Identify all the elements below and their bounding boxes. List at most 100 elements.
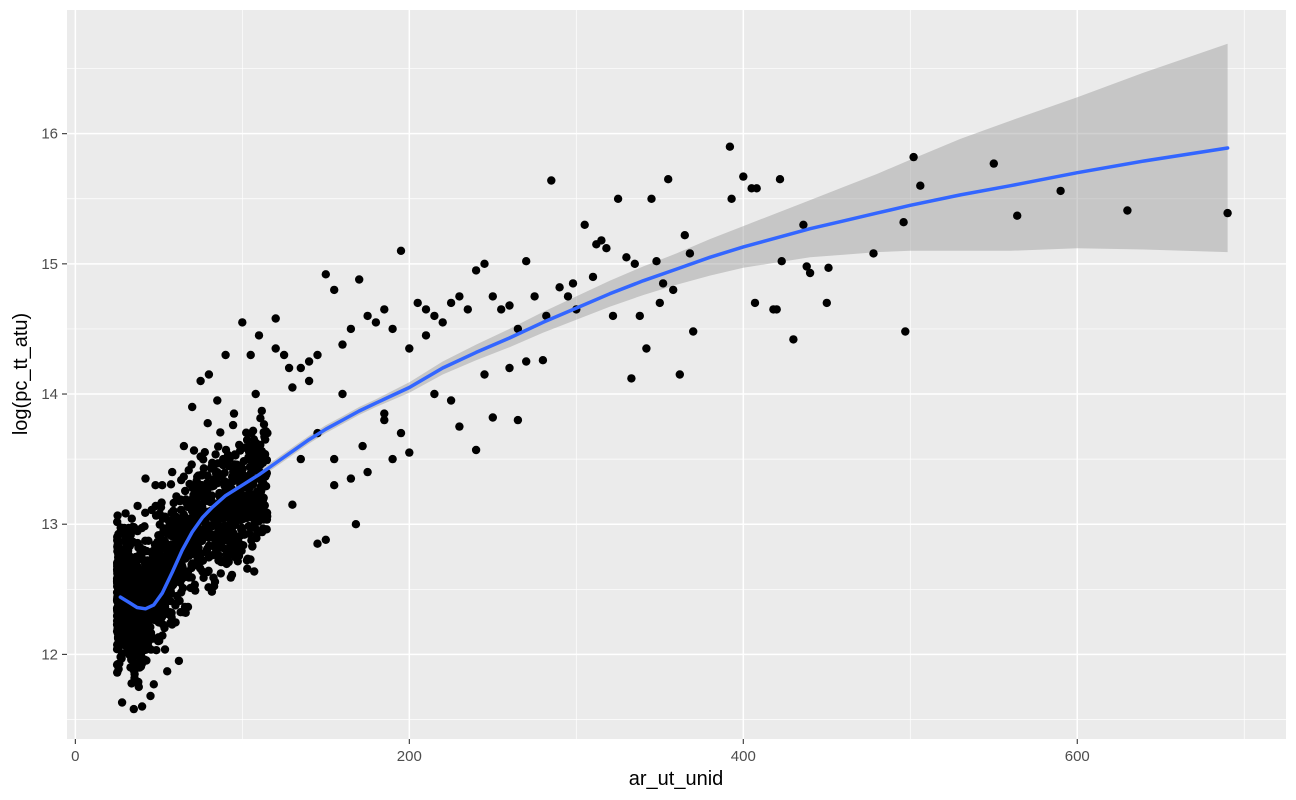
data-point bbox=[228, 540, 237, 549]
smooth-curve bbox=[118, 146, 1230, 611]
data-point bbox=[680, 231, 689, 240]
data-point bbox=[262, 508, 272, 517]
x-tick-label: 0 bbox=[71, 748, 79, 765]
data-point bbox=[822, 298, 831, 308]
data-point bbox=[119, 625, 129, 634]
data-point bbox=[321, 270, 330, 279]
data-point bbox=[230, 460, 239, 469]
data-point bbox=[237, 546, 246, 555]
data-point bbox=[243, 554, 252, 563]
data-point bbox=[563, 292, 573, 301]
data-point bbox=[132, 644, 141, 654]
data-point bbox=[164, 516, 173, 525]
data-point bbox=[214, 442, 223, 451]
data-point bbox=[249, 457, 258, 467]
data-point bbox=[189, 446, 199, 455]
data-point bbox=[220, 468, 229, 477]
data-point bbox=[288, 383, 297, 392]
data-point bbox=[188, 559, 197, 568]
data-point bbox=[168, 467, 177, 477]
data-point bbox=[358, 441, 367, 451]
data-point bbox=[257, 527, 267, 537]
data-point bbox=[229, 510, 239, 520]
data-point bbox=[652, 257, 661, 266]
data-point bbox=[284, 363, 294, 373]
data-point bbox=[547, 176, 556, 185]
data-point bbox=[224, 557, 233, 567]
data-point bbox=[869, 249, 878, 258]
data-point bbox=[187, 513, 196, 523]
data-point bbox=[176, 578, 185, 587]
data-point bbox=[121, 550, 130, 560]
data-point bbox=[338, 389, 347, 399]
data-point bbox=[775, 175, 785, 184]
data-point bbox=[396, 428, 406, 438]
data-point bbox=[187, 506, 197, 516]
data-point bbox=[121, 509, 130, 518]
data-point bbox=[144, 557, 153, 567]
x-tick-label: 600 bbox=[1065, 748, 1090, 765]
data-point bbox=[240, 443, 249, 452]
data-point bbox=[176, 608, 185, 617]
data-point bbox=[117, 649, 127, 658]
data-point bbox=[174, 656, 184, 666]
data-point bbox=[338, 340, 347, 349]
data-point bbox=[213, 459, 223, 468]
data-point bbox=[259, 420, 269, 429]
data-point bbox=[245, 498, 255, 507]
data-point bbox=[221, 505, 230, 515]
data-point bbox=[455, 292, 464, 301]
data-point bbox=[530, 292, 539, 301]
data-point bbox=[238, 318, 247, 327]
data-point bbox=[243, 484, 252, 493]
x-axis-title: ar_ut_unid bbox=[629, 768, 724, 790]
data-point bbox=[380, 415, 389, 425]
data-point bbox=[155, 520, 164, 529]
data-point bbox=[160, 623, 169, 633]
data-point bbox=[522, 357, 531, 366]
data-point bbox=[181, 486, 190, 496]
data-point bbox=[243, 564, 252, 573]
data-point bbox=[588, 272, 598, 282]
data-point bbox=[627, 374, 636, 383]
data-point bbox=[664, 175, 673, 184]
data-point bbox=[209, 573, 218, 582]
data-point bbox=[121, 533, 130, 542]
data-point bbox=[160, 645, 170, 654]
data-point bbox=[388, 324, 397, 334]
data-point bbox=[463, 305, 472, 314]
data-point bbox=[141, 536, 150, 545]
data-point bbox=[236, 475, 245, 484]
data-point bbox=[446, 396, 456, 405]
data-point bbox=[142, 546, 151, 556]
data-point bbox=[488, 292, 497, 301]
data-point bbox=[112, 627, 122, 636]
data-point bbox=[113, 517, 122, 527]
data-point bbox=[685, 249, 695, 258]
data-point bbox=[739, 172, 748, 181]
data-point bbox=[151, 481, 160, 490]
data-point bbox=[675, 370, 684, 379]
data-point bbox=[497, 305, 506, 314]
data-point bbox=[750, 298, 760, 308]
minor-gridlines bbox=[67, 10, 1286, 739]
data-point bbox=[254, 331, 264, 340]
data-point bbox=[200, 529, 209, 538]
data-point bbox=[256, 487, 266, 496]
y-axis-title: log(pc_tt_atu) bbox=[10, 313, 32, 435]
data-point bbox=[669, 285, 678, 295]
data-point bbox=[171, 516, 181, 525]
data-point bbox=[430, 311, 439, 321]
data-point bbox=[752, 184, 761, 193]
data-point bbox=[176, 505, 186, 515]
data-point bbox=[201, 518, 210, 527]
data-point bbox=[296, 454, 305, 464]
data-point bbox=[136, 608, 145, 617]
data-point bbox=[156, 569, 165, 579]
data-point bbox=[210, 543, 220, 552]
data-point bbox=[346, 474, 356, 483]
data-point bbox=[155, 531, 165, 540]
x-tick-label: 400 bbox=[731, 748, 756, 765]
data-point bbox=[163, 667, 172, 676]
data-point bbox=[223, 450, 233, 460]
